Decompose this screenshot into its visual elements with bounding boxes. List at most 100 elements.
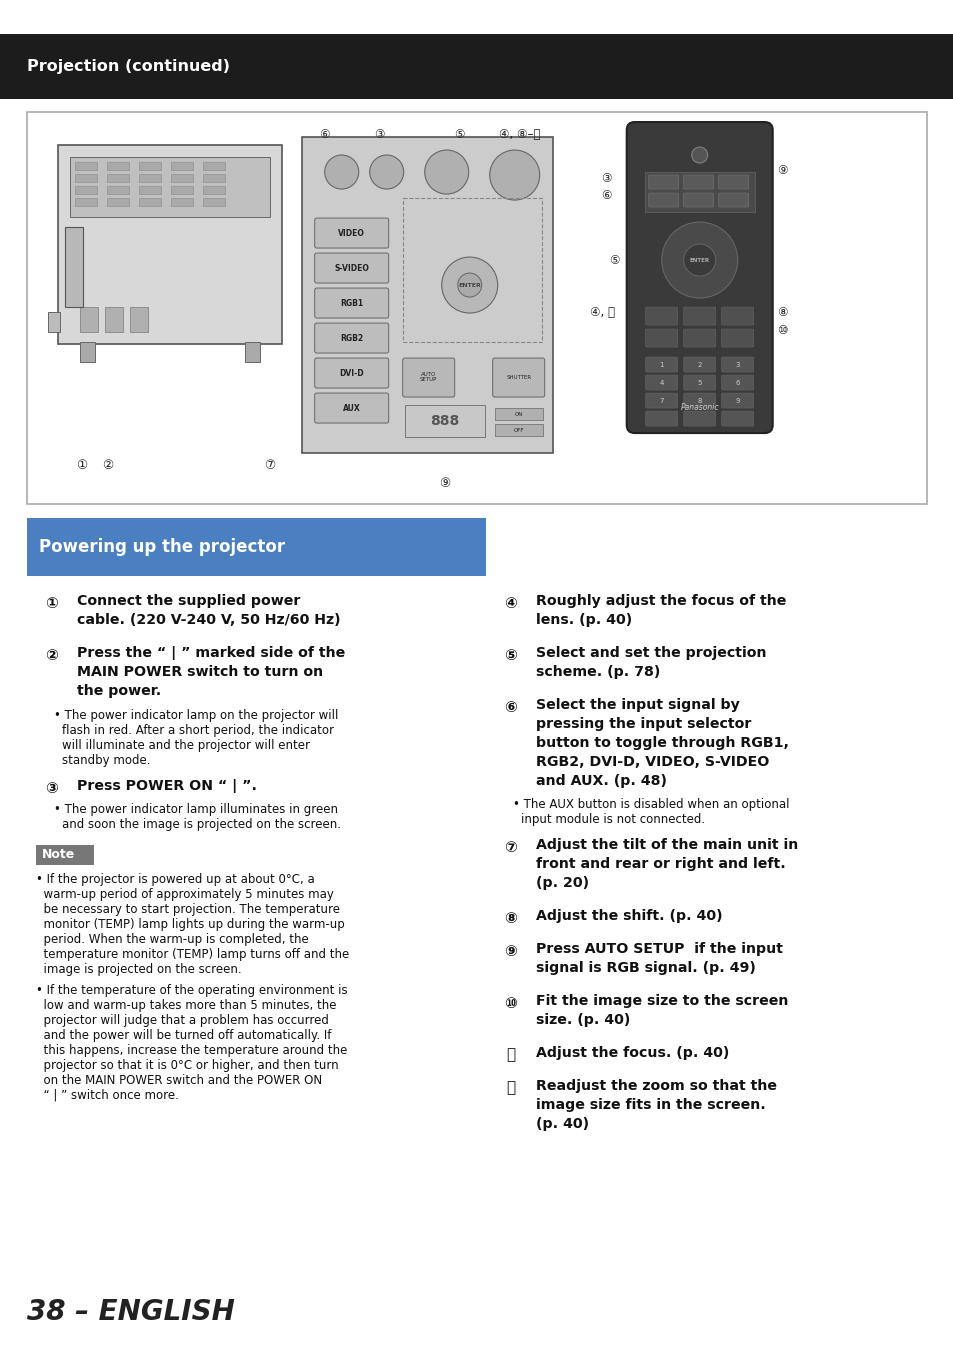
Text: button to toggle through RGB1,: button to toggle through RGB1,	[536, 736, 788, 749]
Text: Panasonic: Panasonic	[679, 402, 719, 412]
Text: Adjust the tilt of the main unit in: Adjust the tilt of the main unit in	[536, 837, 798, 852]
Text: Adjust the focus. (p. 40): Adjust the focus. (p. 40)	[536, 1046, 728, 1060]
Text: (p. 20): (p. 20)	[536, 876, 588, 890]
Text: • The power indicator lamp on the projector will: • The power indicator lamp on the projec…	[53, 709, 337, 722]
Text: ⑨: ⑨	[438, 477, 450, 490]
Text: RGB1: RGB1	[340, 298, 363, 308]
Circle shape	[691, 147, 707, 163]
Bar	[495, 424, 542, 436]
FancyBboxPatch shape	[721, 410, 753, 427]
FancyBboxPatch shape	[402, 358, 455, 397]
Bar	[138, 186, 160, 194]
Bar	[107, 162, 129, 170]
Text: ③: ③	[45, 780, 58, 795]
Bar	[202, 174, 225, 182]
Text: Adjust the shift. (p. 40): Adjust the shift. (p. 40)	[536, 909, 721, 922]
Text: Select the input signal by: Select the input signal by	[536, 698, 739, 711]
Bar	[495, 408, 542, 420]
Text: this happens, increase the temperature around the: this happens, increase the temperature a…	[35, 1044, 347, 1057]
Text: on the MAIN POWER switch and the POWER ON: on the MAIN POWER switch and the POWER O…	[35, 1073, 321, 1087]
Text: input module is not connected.: input module is not connected.	[520, 813, 704, 826]
Text: ⑪: ⑪	[506, 1048, 515, 1062]
Bar	[35, 845, 93, 864]
FancyBboxPatch shape	[645, 356, 677, 373]
Text: ①: ①	[45, 595, 58, 610]
Bar	[171, 162, 193, 170]
FancyBboxPatch shape	[648, 193, 678, 207]
Text: 8: 8	[697, 397, 701, 404]
Circle shape	[370, 155, 403, 189]
FancyBboxPatch shape	[683, 356, 715, 373]
Text: 38 – ENGLISH: 38 – ENGLISH	[27, 1297, 234, 1326]
Text: 3: 3	[735, 362, 740, 367]
Text: DVI-D: DVI-D	[339, 369, 364, 378]
Text: • If the projector is powered up at about 0°C, a: • If the projector is powered up at abou…	[35, 872, 314, 886]
Bar	[65, 227, 83, 306]
Bar	[70, 157, 270, 217]
FancyBboxPatch shape	[645, 393, 677, 408]
Text: ③: ③	[600, 171, 611, 185]
Text: ⑤: ⑤	[454, 127, 464, 140]
Text: MAIN POWER switch to turn on: MAIN POWER switch to turn on	[76, 664, 322, 679]
FancyBboxPatch shape	[683, 329, 715, 347]
Text: Press POWER ON “ | ”.: Press POWER ON “ | ”.	[76, 779, 256, 792]
FancyBboxPatch shape	[314, 393, 388, 423]
Bar	[138, 162, 160, 170]
Bar	[74, 162, 96, 170]
Text: Fit the image size to the screen: Fit the image size to the screen	[536, 994, 787, 1007]
Bar	[404, 405, 484, 437]
Bar	[80, 306, 97, 332]
Text: 888: 888	[430, 414, 458, 428]
Bar	[130, 306, 148, 332]
Bar	[171, 198, 193, 207]
FancyBboxPatch shape	[314, 219, 388, 248]
Text: ENTER: ENTER	[457, 282, 480, 288]
Text: flash in red. After a short period, the indicator: flash in red. After a short period, the …	[62, 724, 334, 737]
Bar	[107, 198, 129, 207]
Text: signal is RGB signal. (p. 49): signal is RGB signal. (p. 49)	[536, 961, 755, 975]
Text: ⑩: ⑩	[504, 995, 517, 1011]
Text: ⑨: ⑨	[504, 944, 517, 958]
Text: 9: 9	[735, 397, 740, 404]
FancyBboxPatch shape	[645, 375, 677, 390]
Text: image size fits in the screen.: image size fits in the screen.	[536, 1098, 765, 1111]
FancyBboxPatch shape	[314, 288, 388, 319]
Text: ②: ②	[102, 459, 113, 472]
FancyBboxPatch shape	[721, 306, 753, 325]
FancyBboxPatch shape	[721, 329, 753, 347]
Text: ⑧: ⑧	[504, 911, 517, 926]
Text: Connect the supplied power: Connect the supplied power	[76, 594, 300, 608]
Text: and AUX. (p. 48): and AUX. (p. 48)	[536, 774, 666, 787]
Text: selection: selection	[496, 547, 580, 564]
Text: OFF: OFF	[513, 428, 523, 432]
Text: 1: 1	[659, 362, 663, 367]
Text: period. When the warm-up is completed, the: period. When the warm-up is completed, t…	[35, 933, 308, 945]
Circle shape	[661, 221, 737, 298]
Text: ⑦: ⑦	[504, 840, 517, 855]
FancyBboxPatch shape	[683, 193, 713, 207]
Text: ③: ③	[375, 127, 385, 140]
Text: Projection (continued): Projection (continued)	[27, 58, 230, 74]
Text: will illuminate and the projector will enter: will illuminate and the projector will e…	[62, 738, 310, 752]
Text: ⑤: ⑤	[504, 648, 517, 663]
FancyBboxPatch shape	[718, 193, 748, 207]
Text: ④: ④	[504, 595, 517, 610]
Text: AUX: AUX	[342, 404, 360, 413]
Text: monitor (TEMP) lamp lights up during the warm-up: monitor (TEMP) lamp lights up during the…	[35, 918, 344, 930]
Bar	[202, 198, 225, 207]
Text: ⑦: ⑦	[264, 459, 275, 472]
Text: VIDEO: VIDEO	[338, 228, 365, 238]
Text: standby mode.: standby mode.	[62, 753, 150, 767]
Text: ⑥: ⑥	[319, 127, 330, 140]
FancyBboxPatch shape	[683, 375, 715, 390]
Bar	[171, 186, 193, 194]
Text: size. (p. 40): size. (p. 40)	[536, 1012, 630, 1026]
Bar	[202, 186, 225, 194]
Bar	[27, 112, 926, 504]
Bar	[27, 517, 471, 575]
Text: AUTO
SETUP: AUTO SETUP	[419, 371, 436, 382]
Text: Press AUTO SETUP  if the input: Press AUTO SETUP if the input	[536, 941, 782, 956]
Bar	[0, 34, 953, 99]
Bar	[107, 186, 129, 194]
Text: and the power will be turned off automatically. If: and the power will be turned off automat…	[35, 1029, 331, 1042]
